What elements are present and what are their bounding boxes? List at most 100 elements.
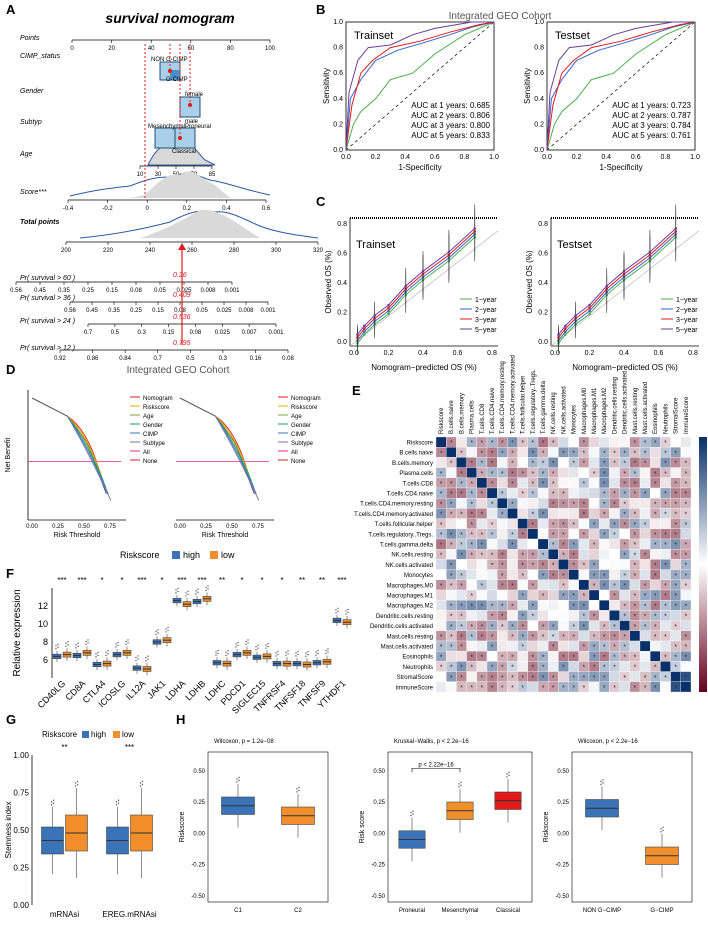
corr-sig-star: * [450,634,453,641]
corr-row-label: B.cells.memory [392,461,433,467]
corr-cell [456,457,467,468]
cal-ytick-label: 0.8 [337,221,347,228]
corr-cell [558,671,569,682]
corr-cell [476,477,488,489]
corr-sig-star: * [542,634,545,641]
corr-sig-star: * [685,512,688,519]
f-high-outlier [237,641,239,644]
f-significance: ** [299,576,305,585]
corr-row-label: Plasma.cells [399,471,433,477]
corr-sig-star: * [613,532,616,539]
corr-sig-star: * [511,481,514,488]
corr-sig-star: * [583,593,586,600]
corr-sig-star: * [460,512,463,519]
corr-cell [578,467,590,478]
f-xtick-label: LDHB [183,678,207,702]
corr-sig-star: * [674,522,677,529]
corr-cell [650,447,661,458]
corr-sig-star: * [674,501,677,508]
corr-sig-star: * [674,624,677,631]
corr-sig-star: * [613,634,616,641]
roc-xlabel: 1-Specificity [599,163,642,172]
corr-cell [588,528,600,540]
corr-sig-star: * [634,542,637,549]
corr-row-label: B.cells.naive [399,451,433,457]
corr-sig-star: * [542,675,545,682]
corr-cell [435,589,447,601]
corr-cell [639,630,651,642]
corr-row-label: T.cells.regulatory..Tregs. [368,532,433,538]
corr-col-label: Macrophages.M2 [602,387,608,434]
g-low-outlier [76,783,79,786]
corr-sig-star: * [511,471,514,478]
corr-sig-star: * [634,665,637,672]
corr-cell [650,457,661,468]
h-box-outlier [662,829,664,832]
cal-ytick-label: 0.4 [337,280,347,287]
corr-cell [609,671,620,682]
corr-cell [466,579,477,591]
prob24-axis-tick-label: 0.3 [138,330,147,336]
corr-sig-star: * [491,461,494,468]
corr-sig-star: * [583,512,586,519]
corr-sig-star: * [491,603,494,610]
f-low-outlier [147,658,149,660]
h-ytick-label: 0.00 [373,831,385,837]
corr-cell [619,661,630,672]
corr-sig-star: * [674,481,677,488]
corr-sig-star: * [634,593,637,600]
corr-cell [507,508,518,519]
corr-sig-star: * [511,624,514,631]
prob24-axis-tick-label: 0.5 [111,330,120,336]
corr-sig-star: * [634,563,637,570]
h-box-outlier [238,779,240,782]
f-low-outlier [347,608,349,611]
corr-cell [435,610,447,621]
corr-cell [486,589,498,601]
h-title: Wilcoxon, p < 2.2e−16 [578,739,638,745]
cal-legend-label: 1−year [676,297,698,304]
corr-sig-star: * [613,685,616,692]
corr-cell [588,620,600,631]
corr-cell [568,640,579,652]
roc-ytick-label: 0.2 [534,121,544,128]
corr-sig-star: * [674,665,677,672]
corr-sig-star: * [654,532,657,539]
f-low-outlier [85,640,87,643]
h-ytick-label: -0.50 [555,894,569,900]
f-legend-low: low [221,550,235,560]
corr-cell [619,589,630,601]
h-ylabel: Riskscore [543,812,550,843]
corr-cell [629,671,641,682]
score-axis-tick-label: 0.2 [183,206,192,212]
f-high-outlier [335,612,337,614]
total-axis-tick-label: 200 [61,248,72,254]
corr-sig-star: * [511,675,514,682]
h-box-outlier [296,791,298,793]
g-low-outlier [141,783,144,786]
corr-sig-star: * [583,675,586,682]
corr-cell [588,508,600,519]
corr-cell [486,579,498,591]
corr-sig-star: * [623,675,626,682]
corr-row-label: Macrophages.M2 [387,604,434,610]
cal-xlabel: Nomogram−predicted OS (%) [572,363,678,372]
corr-sig-star: * [572,685,575,692]
prob12-axis-tick-label: 0.86 [87,356,99,362]
corr-sig-star: * [552,501,555,508]
f-low-outlier [307,654,309,656]
corr-row-label: Riskscore [407,441,434,447]
cal-curve [558,228,677,335]
corr-cell [670,610,681,621]
corr-cell [527,528,539,540]
h-bracket-label: p < 2.22e−16 [418,762,454,768]
corr-row-label: Mast.cells.activated [381,645,433,651]
f-low-outlier [127,639,129,641]
subtype-box-a [154,127,176,149]
f-high-outlier [77,642,79,645]
corr-sig-star: * [511,542,514,549]
corr-sig-star: * [542,685,545,692]
h-box-outlier [410,811,412,814]
corr-cell [497,498,508,509]
corr-cell [476,640,488,652]
